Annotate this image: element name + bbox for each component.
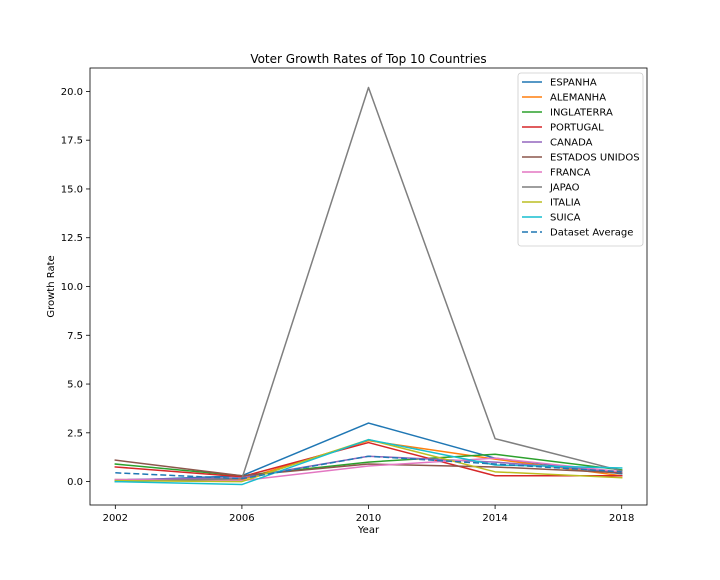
legend-label: ALEMANHA [550,93,606,104]
legend-label: JAPAO [549,183,580,194]
y-tick-label: 7.5 [67,331,83,342]
y-tick-label: 15.0 [61,184,83,195]
series-line-5 [114,459,623,477]
y-tick-label: 10.0 [61,282,83,293]
y-axis-label: Growth Rate [46,255,57,317]
series-line-3 [114,441,623,478]
legend-label: ESTADOS UNIDOS [550,153,640,164]
y-tick-label: 20.0 [61,87,83,98]
x-tick-label: 2014 [482,513,507,524]
y-tick-label: 17.5 [61,136,83,147]
y-tick-label: 5.0 [67,380,83,391]
series-line-10 [115,455,622,480]
y-tick-label: 2.5 [67,428,83,439]
legend-label: PORTUGAL [550,123,604,134]
x-tick-label: 2010 [356,513,381,524]
x-tick-label: 2002 [103,513,128,524]
y-tick-label: 12.5 [61,233,83,244]
legend-label: FRANCA [550,168,591,179]
y-tick-label: 0.0 [67,477,83,488]
x-tick-label: 2018 [609,513,634,524]
legend-box [517,72,644,247]
legend: ESPANHA ALEMANHA INGLATERRA PORTUGAL CANADA E… [517,72,644,247]
chart-title: Voter Growth Rates of Top 10 Countries [250,52,486,66]
series-line-2 [114,453,623,477]
legend-label: ITALIA [550,198,581,209]
x-tick-label: 2006 [229,513,254,524]
legend-label: Dataset Average [550,228,633,239]
legend-label: INGLATERRA [550,108,613,119]
x-axis-label: Year [357,525,380,536]
legend-label: SUICA [550,213,581,224]
series-line-7 [114,86,623,483]
legend-label: CANADA [550,138,593,149]
plot-area: 2002 2006 2010 2014 2018 0.0 2.5 5.0 7.5 10.0 12.5… [61,67,648,524]
legend-label: ESPANHA [550,78,597,89]
